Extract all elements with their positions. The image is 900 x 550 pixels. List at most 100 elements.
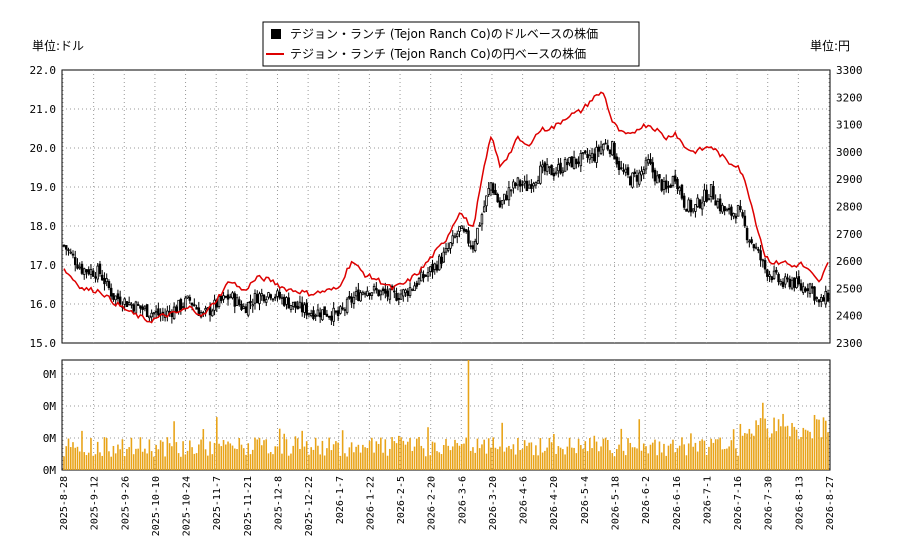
candle-body xyxy=(325,313,329,317)
volume-bar xyxy=(629,442,632,470)
volume-bar xyxy=(472,447,474,470)
candle-body xyxy=(244,306,248,314)
volume-bar xyxy=(678,445,681,470)
candle-body xyxy=(689,200,693,213)
candle-body xyxy=(500,200,504,205)
volume-bar xyxy=(676,448,679,470)
candle-body xyxy=(802,286,805,293)
right-tick-label: 3200 xyxy=(836,91,863,104)
volume-bar xyxy=(721,449,724,470)
legend: テジョン・ランチ (Tejon Ranch Co)のドルベースの株価 テジョン・… xyxy=(262,21,640,67)
volume-bar xyxy=(663,443,665,470)
candle-body xyxy=(680,184,684,199)
candle-body xyxy=(539,165,542,184)
candle-body xyxy=(820,296,823,302)
candle-body xyxy=(714,200,717,206)
x-tick-label: 2025-12-8 xyxy=(273,476,284,530)
candle-body xyxy=(433,263,437,270)
volume-bar xyxy=(782,413,784,470)
volume-bar xyxy=(712,442,715,470)
candle-body xyxy=(453,235,457,238)
volume-bar xyxy=(568,437,571,470)
candle-body xyxy=(134,301,138,314)
candle-body xyxy=(602,143,605,151)
candle-body xyxy=(721,204,724,213)
candle-body xyxy=(784,276,787,285)
candle-body xyxy=(327,315,331,318)
candle-body xyxy=(393,290,396,293)
candle-body xyxy=(608,149,612,154)
candle-body xyxy=(231,292,234,299)
volume-bar xyxy=(101,455,103,470)
volume-bar xyxy=(238,438,241,470)
volume-bar xyxy=(824,420,827,470)
volume-tick-label: 0M xyxy=(43,400,57,413)
volume-bar xyxy=(746,433,748,470)
volume-bar xyxy=(728,446,730,470)
volume-bar xyxy=(328,437,330,470)
volume-bar xyxy=(755,420,757,470)
candle-body xyxy=(482,206,486,213)
candle-body xyxy=(379,290,383,296)
candle-body xyxy=(491,183,495,194)
volume-bar xyxy=(753,435,755,470)
volume-bar xyxy=(537,455,539,470)
volume-bar xyxy=(672,439,674,470)
volume-bar xyxy=(699,440,701,470)
volume-bar xyxy=(490,447,492,470)
volume-bar xyxy=(229,443,232,470)
candle-body xyxy=(177,299,180,313)
candle-body xyxy=(318,312,322,318)
candle-body xyxy=(148,315,151,319)
candle-body xyxy=(330,315,333,321)
x-tick-label: 2026-3-20 xyxy=(488,476,499,530)
candle-body xyxy=(85,269,88,273)
x-tick-label: 2026-6-2 xyxy=(641,476,652,524)
candle-body xyxy=(357,289,360,301)
x-tick-label: 2025-9-12 xyxy=(90,476,101,530)
volume-bar xyxy=(332,444,335,470)
candle-body xyxy=(743,215,747,227)
volume-bar xyxy=(269,452,272,470)
volume-bar xyxy=(128,447,130,470)
candle-body xyxy=(359,292,362,302)
left-tick-label: 22.0 xyxy=(30,64,57,77)
right-tick-label: 2400 xyxy=(836,310,863,323)
volume-bar xyxy=(375,441,378,470)
volume-bar xyxy=(85,455,88,470)
candle-body xyxy=(768,274,771,277)
candle-body xyxy=(395,292,398,301)
candle-body xyxy=(114,295,117,301)
volume-bar xyxy=(135,448,137,470)
volume-bar xyxy=(404,444,407,470)
volume-bar xyxy=(523,440,526,470)
candle-body xyxy=(406,290,410,296)
candle-body xyxy=(170,312,174,318)
volume-bar xyxy=(692,446,694,470)
candle-body xyxy=(341,307,344,310)
candle-body xyxy=(575,158,578,165)
volume-bar xyxy=(815,419,818,470)
volume-bar xyxy=(310,447,312,470)
volume-bar xyxy=(224,444,227,470)
volume-bar xyxy=(429,455,432,470)
left-tick-label: 18.0 xyxy=(30,220,57,233)
volume-bar xyxy=(649,444,652,470)
volume-bar xyxy=(402,440,405,470)
candle-body xyxy=(87,269,90,275)
volume-bar xyxy=(447,445,450,470)
volume-bar xyxy=(793,426,796,470)
candle-body xyxy=(523,180,526,184)
volume-bar xyxy=(233,448,236,470)
candle-body xyxy=(581,152,585,155)
volume-bar xyxy=(409,437,411,470)
candle-body xyxy=(806,288,810,291)
volume-bar xyxy=(809,431,811,470)
volume-bar xyxy=(445,438,447,470)
candle-body xyxy=(644,159,648,170)
candle-body xyxy=(348,295,351,299)
volume-bar xyxy=(557,446,560,470)
candle-body xyxy=(352,296,356,304)
candle-body xyxy=(89,269,93,275)
volume-bar xyxy=(615,449,618,470)
